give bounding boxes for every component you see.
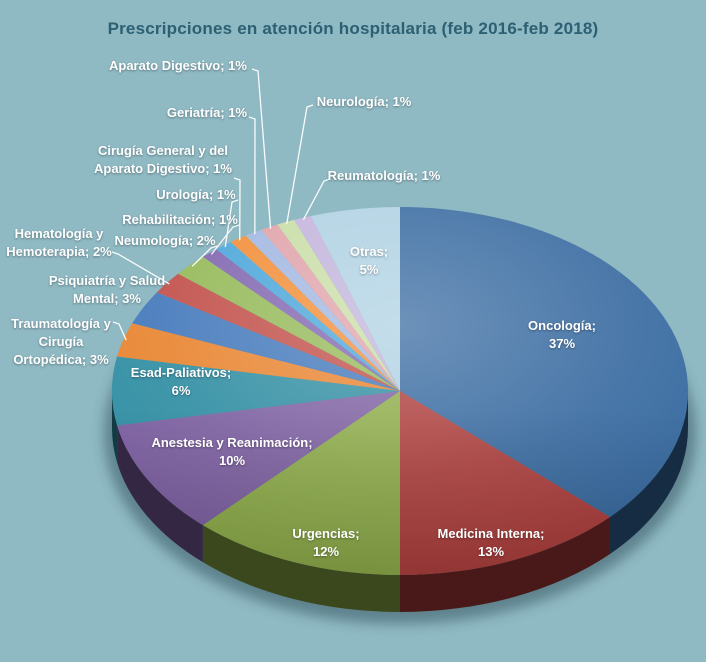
leader-line-neurologia bbox=[286, 104, 314, 224]
leader-line-urologia bbox=[224, 199, 239, 248]
slice-label-traumatologia-y-cirugia-ortopedica: Traumatología y Cirugía Ortopédica; 3% bbox=[11, 316, 111, 367]
slice-label-medicina-interna: Medicina Interna; 13% bbox=[438, 526, 545, 559]
leader-line-geriatria bbox=[248, 116, 256, 235]
slice-label-anestesia-y-reanimacion: Anestesia y Reanimación; 10% bbox=[151, 435, 312, 468]
leader-line-neumologia bbox=[191, 245, 218, 267]
slice-label-geriatria: Geriatría; 1% bbox=[167, 105, 248, 120]
slice-label-cirugia-general-y-del-aparato-digestivo: Cirugía General y del Aparato Digestivo; … bbox=[94, 143, 232, 176]
slice-label-psiquiatria-y-salud-mental: Psiquiatría y Salud Mental; 3% bbox=[49, 273, 165, 306]
leader-line-reumatologia bbox=[302, 178, 331, 220]
chart-title: Prescripciones en atención hospitalaria … bbox=[107, 19, 599, 38]
slice-label-otras: Otras; 5% bbox=[350, 244, 388, 277]
leader-line-aparato-digestivo bbox=[251, 68, 272, 229]
slice-label-esad-paliativos: Esad-Paliativos; 6% bbox=[131, 365, 231, 398]
slice-label-urgencias: Urgencias; 12% bbox=[292, 526, 359, 559]
slice-label-neumologia: Neumología; 2% bbox=[114, 233, 216, 248]
leader-line-rehabilitacion bbox=[210, 224, 240, 255]
slice-label-urologia: Urología; 1% bbox=[156, 187, 236, 202]
slice-label-oncologia: Oncología; 37% bbox=[528, 318, 596, 351]
slice-label-aparato-digestivo: Aparato Digestivo; 1% bbox=[109, 58, 247, 73]
leader-line-cirugia-general-y-del-aparato-digestivo bbox=[233, 177, 241, 241]
slice-label-neurologia: Neurología; 1% bbox=[317, 94, 412, 109]
leader-line-hematologia-y-hemoterapia bbox=[111, 251, 170, 285]
slice-label-reumatologia: Reumatología; 1% bbox=[328, 168, 441, 183]
slice-label-hematologia-y-hemoterapia: Hematología y Hemoterapia; 2% bbox=[6, 226, 112, 259]
leader-line-traumatologia-y-cirugia-ortopedica bbox=[112, 321, 127, 341]
slice-label-rehabilitacion: Rehabilitación; 1% bbox=[122, 212, 238, 227]
